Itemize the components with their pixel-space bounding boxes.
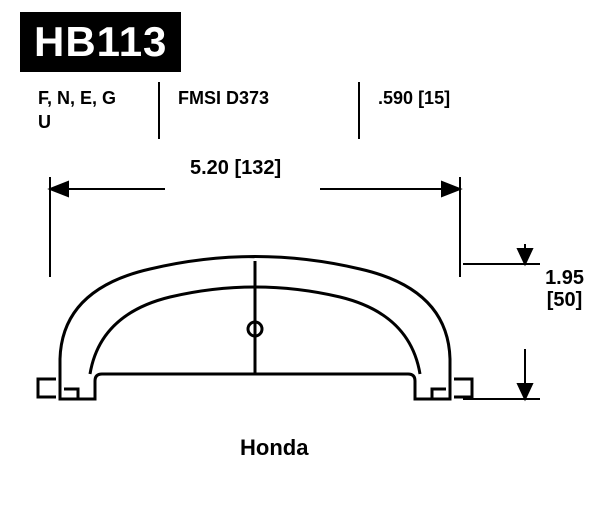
part-number-header: HB113: [20, 12, 181, 72]
height-dimension: [463, 244, 540, 399]
width-in: 5.20: [190, 157, 229, 179]
compounds-line1: F, N, E, G: [38, 86, 140, 110]
fmsi-value: FMSI D373: [178, 88, 269, 108]
spec-sheet: HB113 F, N, E, G U FMSI D373 .590 [15]: [0, 0, 600, 518]
brand-label: Honda: [240, 435, 308, 461]
height-in: 1.95: [545, 267, 584, 289]
pad-outline: [38, 256, 472, 399]
fmsi-cell: FMSI D373: [160, 82, 360, 139]
height-mm: [50]: [545, 289, 584, 311]
thickness-in: .590: [378, 88, 413, 108]
width-mm: [132]: [235, 157, 282, 179]
thickness-cell: .590 [15]: [360, 82, 530, 139]
height-label: 1.95 [50]: [545, 267, 584, 311]
compounds-cell: F, N, E, G U: [20, 82, 160, 139]
compounds-line2: U: [38, 110, 140, 134]
brake-pad-diagram: [20, 149, 580, 469]
info-row: F, N, E, G U FMSI D373 .590 [15]: [20, 82, 580, 139]
part-number: HB113: [34, 18, 167, 65]
width-label: 5.20 [132]: [190, 157, 281, 180]
diagram-area: 5.20 [132] 1.95 [50] Honda: [20, 149, 580, 469]
thickness-mm: [15]: [418, 88, 450, 108]
